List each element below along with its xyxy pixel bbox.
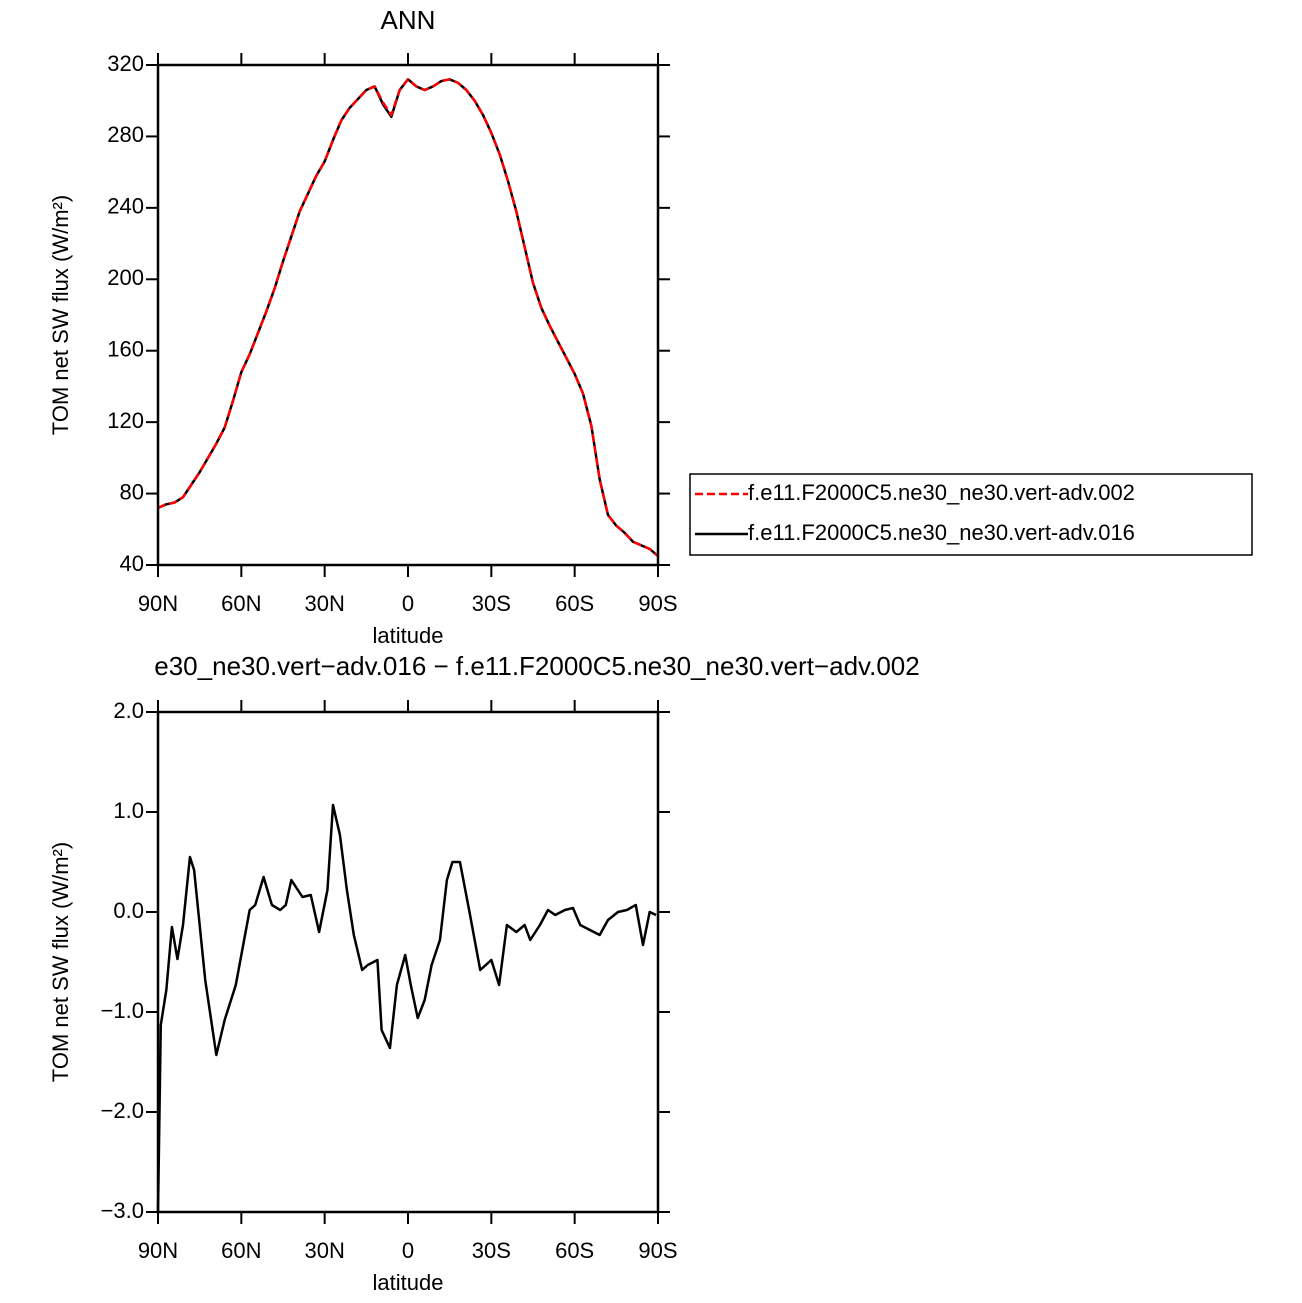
x-tick-label: 90S — [638, 591, 677, 616]
x-axis-label: latitude — [373, 623, 444, 648]
y-tick-label: 120 — [107, 408, 144, 433]
chart-title: e30_ne30.vert−adv.016 − f.e11.F2000C5.ne… — [154, 651, 919, 681]
y-tick-label: 2.0 — [113, 698, 144, 723]
x-tick-label: 0 — [402, 1238, 414, 1263]
y-tick-label: 160 — [107, 337, 144, 362]
x-tick-label: 60N — [221, 1238, 261, 1263]
x-tick-label: 60S — [555, 1238, 594, 1263]
data-line — [156, 803, 657, 1213]
y-axis-label: TOM net SW flux (W/m²) — [48, 195, 73, 435]
x-tick-label: 90N — [138, 1238, 178, 1263]
x-tick-label: 60N — [221, 591, 261, 616]
chart-title: ANN — [381, 5, 436, 35]
y-tick-label: 280 — [107, 122, 144, 147]
y-tick-label: 0.0 — [113, 898, 144, 923]
plot-frame — [156, 63, 660, 567]
y-tick-label: −2.0 — [101, 1098, 144, 1123]
plot-frame — [156, 710, 660, 1214]
y-tick-label: 40 — [120, 551, 144, 576]
legend-label: f.e11.F2000C5.ne30_ne30.vert-adv.016 — [748, 520, 1135, 545]
y-axis-label: TOM net SW flux (W/m²) — [48, 842, 73, 1082]
y-tick-label: 80 — [120, 479, 144, 504]
data-line — [157, 78, 659, 558]
x-tick-label: 30N — [304, 591, 344, 616]
x-axis-label: latitude — [373, 1270, 444, 1295]
data-line — [157, 78, 659, 558]
x-tick-label: 30S — [472, 1238, 511, 1263]
y-tick-label: 200 — [107, 265, 144, 290]
x-tick-label: 30N — [304, 1238, 344, 1263]
x-tick-label: 90N — [138, 591, 178, 616]
x-tick-label: 60S — [555, 591, 594, 616]
y-tick-label: 240 — [107, 194, 144, 219]
x-tick-label: 30S — [472, 591, 511, 616]
x-tick-label: 0 — [402, 591, 414, 616]
x-tick-label: 90S — [638, 1238, 677, 1263]
y-tick-label: −3.0 — [101, 1198, 144, 1223]
y-tick-label: 1.0 — [113, 798, 144, 823]
legend-label: f.e11.F2000C5.ne30_ne30.vert-adv.002 — [748, 480, 1135, 505]
y-tick-label: −1.0 — [101, 998, 144, 1023]
legend-box — [689, 473, 1253, 556]
y-tick-label: 320 — [107, 51, 144, 76]
